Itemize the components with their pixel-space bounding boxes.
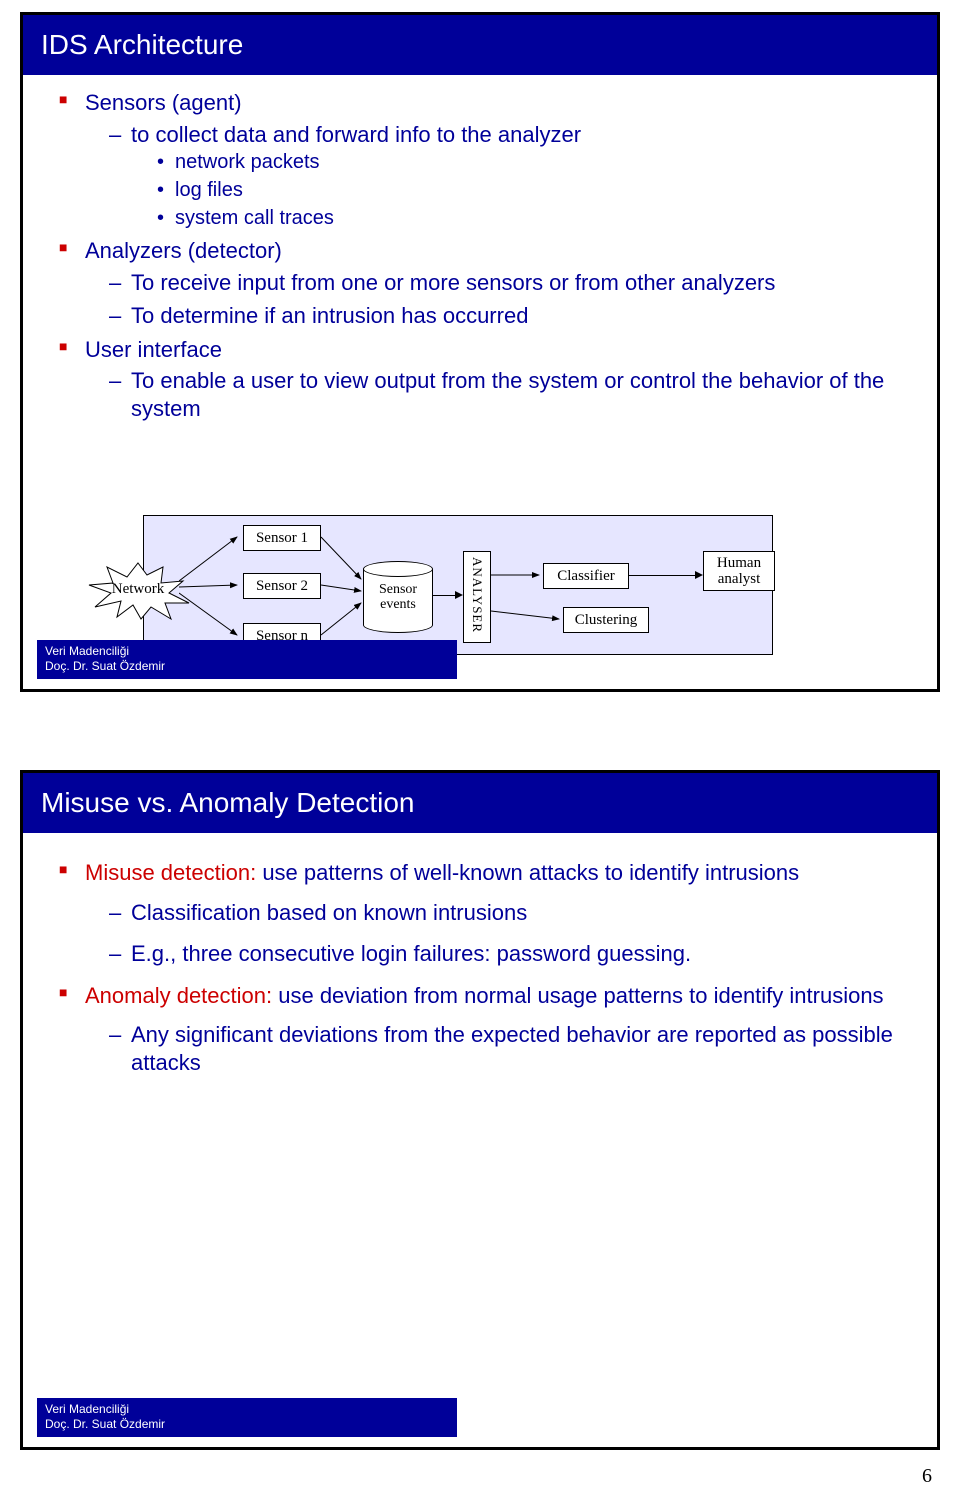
network-label: Network <box>83 581 193 598</box>
bullet-misuse: Misuse detection: use patterns of well-k… <box>59 859 901 968</box>
clustering-node: Clustering <box>563 607 649 633</box>
page: IDS Architecture Sensors (agent) to coll… <box>0 0 960 1498</box>
sub-sub-bullet: network packets <box>157 150 901 175</box>
arrows-sensors-cyl <box>321 531 371 641</box>
sub-bullet: E.g., three consecutive login failures: … <box>109 940 901 968</box>
bullet-red: Anomaly detection: <box>85 983 278 1008</box>
slide-content: Sensors (agent) to collect data and forw… <box>23 75 937 438</box>
human-analyst-node: Human analyst <box>703 551 775 591</box>
sensor1-node: Sensor 1 <box>243 525 321 551</box>
footer-l1: Veri Madenciliği <box>45 1402 129 1416</box>
sub-bullet: Any significant deviations from the expe… <box>109 1021 901 1076</box>
bullet-text: Analyzers (detector) <box>85 238 282 263</box>
slide-title: IDS Architecture <box>23 15 937 75</box>
arrows-analyser-out <box>491 559 571 629</box>
sub-bullet: To enable a user to view output from the… <box>109 367 901 422</box>
bullet-text: User interface <box>85 337 222 362</box>
footer-l2: Doç. Dr. Suat Özdemir <box>45 659 165 673</box>
bullet-analyzers: Analyzers (detector) To receive input fr… <box>59 237 901 330</box>
sensor-events-l2: events <box>380 597 416 612</box>
sub-bullet: to collect data and forward info to the … <box>109 121 901 232</box>
sub-bullet-text: to collect data and forward info to the … <box>131 122 581 147</box>
slide-title: Misuse vs. Anomaly Detection <box>23 773 937 833</box>
sensor2-node: Sensor 2 <box>243 573 321 599</box>
bullet-rest: use deviation from normal usage patterns… <box>278 983 883 1008</box>
arrow-classifier-human <box>629 575 697 576</box>
arrowhead-icon <box>455 591 463 599</box>
analyser-label: ANALYSER <box>469 557 485 633</box>
bullet-ui: User interface To enable a user to view … <box>59 336 901 423</box>
sensor-events-l1: Sensor <box>379 582 417 597</box>
network-node: Network <box>83 561 193 621</box>
bullet-rest: use patterns of well-known attacks to id… <box>262 860 799 885</box>
bullet-text: Sensors (agent) <box>85 90 242 115</box>
sub-bullet: To determine if an intrusion has occurre… <box>109 302 901 330</box>
slide-footer: Veri Madenciliği Doç. Dr. Suat Özdemir <box>37 640 457 679</box>
arrow-cyl-analyser <box>433 595 457 596</box>
slide-footer: Veri Madenciliği Doç. Dr. Suat Özdemir <box>37 1398 457 1437</box>
arrowhead-icon <box>695 571 703 579</box>
arrows-network-sensors <box>179 531 249 641</box>
page-number: 6 <box>922 1465 932 1488</box>
sub-bullet: To receive input from one or more sensor… <box>109 269 901 297</box>
footer-l1: Veri Madenciliği <box>45 644 129 658</box>
footer-l2: Doç. Dr. Suat Özdemir <box>45 1417 165 1431</box>
human-l2: analyst <box>718 571 761 588</box>
sub-sub-bullet: log files <box>157 178 901 203</box>
human-l1: Human <box>717 555 761 572</box>
slide-misuse-anomaly: Misuse vs. Anomaly Detection Misuse dete… <box>20 770 940 1450</box>
sensor-events-node: Sensor events <box>363 561 433 633</box>
bullet-sensors: Sensors (agent) to collect data and forw… <box>59 89 901 231</box>
bullet-red: Misuse detection: <box>85 860 262 885</box>
slide-content: Misuse detection: use patterns of well-k… <box>23 833 937 1092</box>
slide-ids-architecture: IDS Architecture Sensors (agent) to coll… <box>20 12 940 692</box>
bullet-anomaly: Anomaly detection: use deviation from no… <box>59 982 901 1077</box>
sub-sub-bullet: system call traces <box>157 206 901 231</box>
sub-bullet: Classification based on known intrusions <box>109 899 901 927</box>
